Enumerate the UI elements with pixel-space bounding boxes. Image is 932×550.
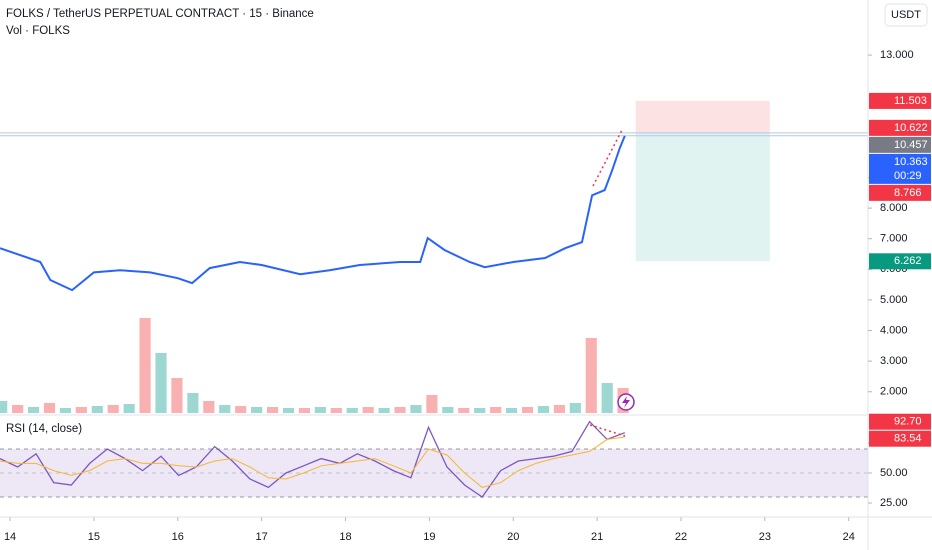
volume-bar <box>410 405 422 413</box>
y-tick-label: 4.000 <box>880 324 908 336</box>
x-tick-label: 17 <box>256 531 268 543</box>
volume-bar <box>521 407 534 413</box>
volume-bar <box>219 405 231 413</box>
volume-bar <box>12 405 24 413</box>
volume-bar <box>59 408 71 413</box>
price-tag <box>869 119 931 136</box>
volume-bar <box>251 407 263 413</box>
volume-bar <box>490 407 502 413</box>
y-tick-label: 3.000 <box>880 355 908 367</box>
x-tick-label: 20 <box>507 531 519 543</box>
y-tick-label: 8.000 <box>880 202 908 214</box>
volume-bar <box>585 338 597 413</box>
divergence-line <box>592 129 623 187</box>
volume-bar <box>0 401 8 413</box>
price-tag <box>869 253 931 270</box>
price-tag-label: 6.262 <box>894 255 922 267</box>
volume-bar <box>27 407 40 413</box>
y-tick-label: 5.000 <box>880 294 908 306</box>
stop-zone <box>635 100 770 133</box>
volume-bar <box>442 407 454 413</box>
y-tick-label: 13.000 <box>880 49 914 61</box>
x-tick-label: 14 <box>4 531 16 543</box>
price-tag <box>869 153 931 184</box>
volume-bar <box>569 403 581 413</box>
price-axis: 13.0009.0008.0007.0006.0005.0004.0003.00… <box>868 49 931 509</box>
volume-bar <box>553 405 565 413</box>
volume-bar <box>505 408 518 413</box>
line-series <box>0 135 626 292</box>
x-tick-label: 16 <box>172 531 184 543</box>
volume-bar <box>203 401 215 413</box>
volume-bar <box>123 404 135 413</box>
volume-bar <box>235 406 247 413</box>
volume-bar <box>91 406 103 413</box>
divergence-line <box>589 424 626 437</box>
volume-bar <box>378 408 390 413</box>
symbol-title: FOLKS / TetherUS PERPETUAL CONTRACT · 15… <box>6 8 314 20</box>
currency-button[interactable] <box>884 3 928 27</box>
volume-bar <box>601 383 613 413</box>
volume-bar <box>298 408 311 413</box>
event-icon-bolt <box>622 396 630 408</box>
volume-bar <box>187 393 199 413</box>
price-tag-label: 10.363 <box>894 156 928 168</box>
y-tick-label: 7.000 <box>880 233 908 245</box>
x-tick-label: 18 <box>339 531 351 543</box>
line-series <box>0 420 626 498</box>
volume-bar <box>314 407 326 413</box>
volume-bar <box>330 408 342 413</box>
x-tick-label: 21 <box>591 531 603 543</box>
volume-bar <box>394 407 406 413</box>
volume-bar <box>282 408 295 413</box>
price-tag <box>869 136 931 153</box>
price-tag-label: 92.70 <box>894 416 922 428</box>
price-tag <box>869 92 931 109</box>
line-series <box>0 436 625 488</box>
volume-bar <box>458 408 470 413</box>
volume-bar <box>346 408 358 413</box>
currency-label: USDT <box>891 9 921 21</box>
volume-bar <box>43 403 56 413</box>
price-tag-label: 10.457 <box>894 139 928 151</box>
rsi-legend: RSI (14, close) <box>6 423 82 435</box>
x-tick-label: 24 <box>843 531 855 543</box>
x-tick-label: 23 <box>759 531 771 543</box>
volume-bar <box>107 405 119 413</box>
y-tick-label: 2.000 <box>880 386 908 398</box>
y-tick-label: 25.00 <box>880 497 908 509</box>
plot-area: 14 15 16 17 18 19 20 21 22 23 24 <box>0 100 868 543</box>
volume-bar <box>426 395 438 413</box>
price-tag <box>869 430 931 447</box>
price-tag-label: 11.503 <box>894 95 927 107</box>
volume-bar <box>474 408 486 413</box>
countdown-label: 00:29 <box>894 170 922 182</box>
volume-bar <box>266 407 279 413</box>
price-tag-label: 83.54 <box>894 433 922 445</box>
x-tick-label: 15 <box>88 531 100 543</box>
price-tag-label: 10.622 <box>894 122 928 134</box>
price-tag <box>869 184 931 201</box>
target-zone <box>635 132 770 262</box>
volume-bar <box>139 318 151 413</box>
y-tick-label: 50.00 <box>880 467 908 479</box>
price-tag <box>869 413 931 430</box>
x-tick-label: 22 <box>675 531 687 543</box>
volume-bar <box>537 406 550 413</box>
volume-bar <box>362 407 374 413</box>
volume-bar <box>75 407 87 413</box>
volume-bar <box>155 353 167 413</box>
volume-bar <box>171 378 183 413</box>
x-tick-label: 19 <box>423 531 435 543</box>
price-tag-label: 8.766 <box>894 187 922 199</box>
volume-legend: Vol · FOLKS <box>6 25 70 37</box>
